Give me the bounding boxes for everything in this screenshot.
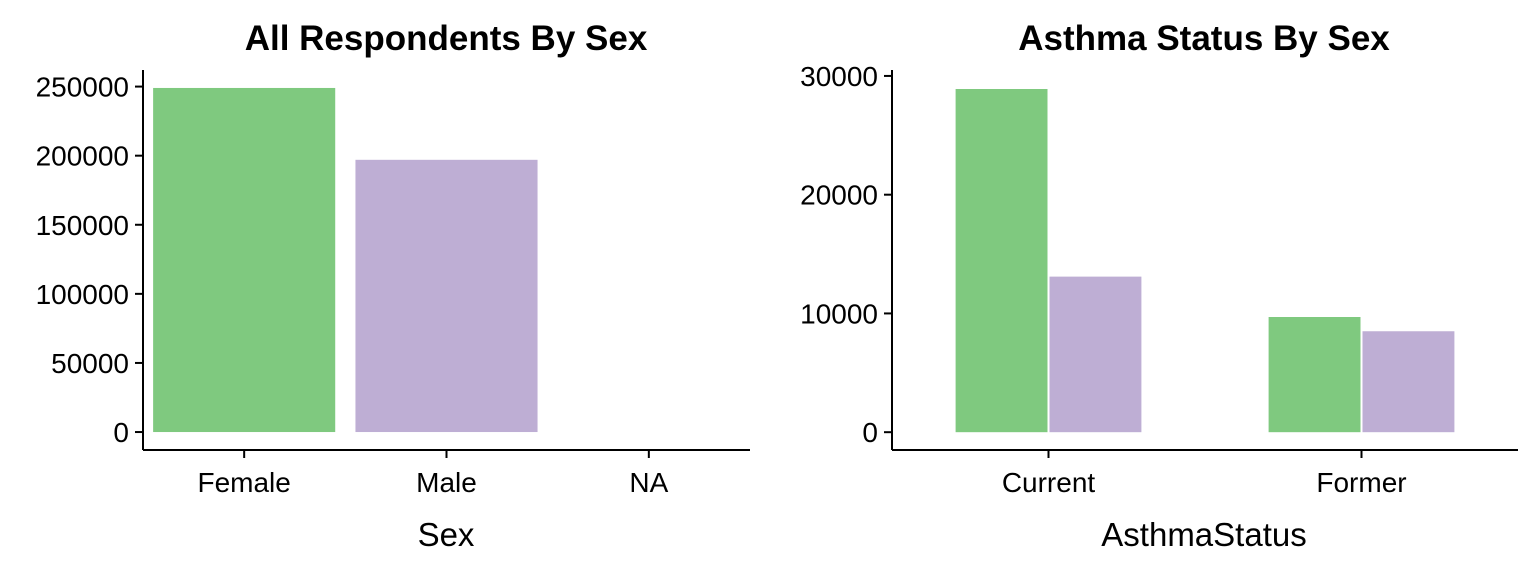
y-tick-label: 0 [113,417,129,448]
y-tick-label: 20000 [800,180,878,211]
x-axis-label: Sex [418,516,475,553]
chart-asthma-status-by-sex: Asthma Status By Sex 0 10000 20000 30000 Cur… [800,19,1518,553]
y-tick-label: 50000 [51,348,129,379]
bar-current-series-2 [1049,276,1142,433]
bar-current-series-1 [955,89,1048,433]
bars [955,89,1455,433]
y-tick-label: 250000 [36,72,129,103]
chart-all-respondents-by-sex: All Respondents By Sex 0 50000 100000 15000… [36,19,750,553]
y-tick-label: 10000 [800,298,878,329]
bar-female [153,87,336,433]
axes: 0 10000 20000 30000 Current Former [800,61,1518,498]
y-tick-label: 100000 [36,279,129,310]
axes: 0 50000 100000 150000 200000 250000 Female Male… [36,70,750,498]
x-tick-label-former: Former [1316,467,1406,498]
bar-former-series-2 [1362,331,1455,433]
x-tick-label-na: NA [629,467,668,498]
x-axis-label: AsthmaStatus [1101,516,1306,553]
x-tick-label-current: Current [1002,467,1096,498]
bar-former-series-1 [1268,317,1361,433]
y-tick-label: 150000 [36,210,129,241]
y-tick-label: 30000 [800,61,878,92]
x-tick-label-male: Male [416,467,477,498]
x-tick-label-female: Female [197,467,290,498]
chart-title: All Respondents By Sex [245,19,648,58]
bars [153,87,538,433]
chart-title: Asthma Status By Sex [1018,19,1390,58]
y-tick-label: 0 [862,417,878,448]
y-tick-label: 200000 [36,141,129,172]
bar-male [355,159,538,433]
